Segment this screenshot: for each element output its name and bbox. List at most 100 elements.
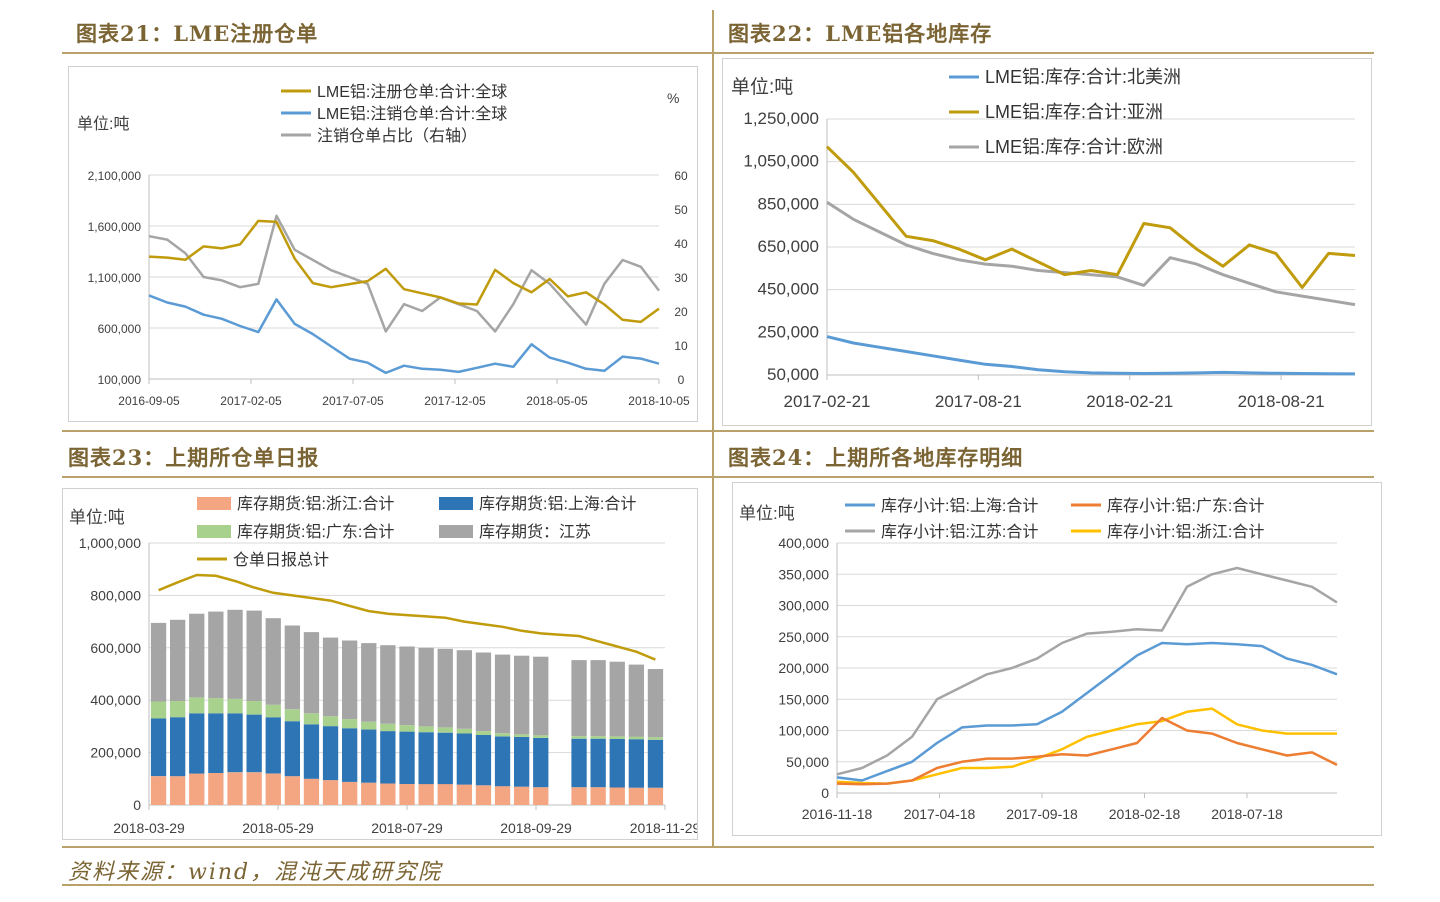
bar-shanghai [246,714,262,773]
y-tick-label: 1,100,000 [88,271,142,285]
y-tick-label: 400,000 [90,692,141,708]
bar-guangdong [418,726,434,733]
y-tick-label: 400,000 [778,535,829,551]
x-tick-label: 2017-08-21 [935,392,1022,411]
bar-zhejiang [342,781,358,805]
bar-jiangsu [475,652,492,732]
bar-guangdong [208,698,224,714]
bar-guangdong [475,731,492,735]
bar-zhejiang [437,784,453,805]
bar-shanghai [399,731,415,784]
bar-shanghai [418,732,434,785]
divider-footer [62,884,1374,886]
bar-jiangsu [456,650,472,729]
y-tick-label: 650,000 [758,237,819,256]
bar-guangdong [494,733,511,737]
bar-jiangsu [647,669,664,738]
bar-shanghai [265,717,281,774]
bar-zhejiang [361,782,377,805]
x-tick-label: 2018-08-21 [1238,392,1325,411]
bar-shanghai [342,728,358,782]
bar-zhejiang [628,787,644,805]
bar-guangdong [170,701,186,718]
bar-jiangsu [322,637,339,717]
bar-shanghai [361,729,377,783]
bar-guangdong [246,701,262,715]
bar-zhejiang [647,787,664,805]
y-tick-label: 100,000 [98,373,142,387]
bar-jiangsu [189,613,205,698]
bar-zhejiang [571,787,587,805]
y-tick-label: 2,100,000 [88,169,142,183]
y-axis-unit: 单位:吨 [77,115,129,133]
bar-jiangsu [150,622,167,702]
series-line-0 [148,219,660,324]
bar-zhejiang [418,784,434,805]
y-tick-label: 1,600,000 [88,220,142,234]
bar-jiangsu [227,609,243,699]
chart-frame-2: 50,000 250,000 450,000 650,000 850,000 1,050,… [722,58,1372,426]
y2-tick-label: 20 [674,305,688,319]
y-axis-unit: 单位:吨 [739,504,795,523]
x-tick-label: 2018-07-29 [371,820,443,836]
y-tick-label: 100,000 [778,723,829,739]
y2-tick-label: 40 [674,237,688,251]
y-tick-label: 1,050,000 [743,152,819,171]
divider-bottom [62,846,1374,848]
panel-title-4: 图表24：上期所各地库存明细 [728,445,1024,470]
bar-zhejiang [399,784,415,805]
series-line-2 [836,566,1338,776]
y-tick-label: 0 [133,797,141,813]
legend-label: 仓单日报总计 [233,551,329,569]
bar-jiangsu [246,610,262,701]
legend-label: LME铝:库存:合计:亚洲 [985,102,1163,122]
chart-frame-1: 100,000 600,000 1,100,000 1,600,000 2,100,00… [68,66,698,422]
bar-guangdong [189,697,205,714]
legend-label: 库存小计:铝:江苏:合计 [881,523,1038,541]
series-line-2 [148,214,660,333]
x-tick-label: 2018-03-29 [113,820,185,836]
y-tick-label: 250,000 [778,629,829,645]
x-tick-label: 2018-09-29 [500,820,572,836]
bar-jiangsu [284,625,300,710]
bar-guangdong [284,709,300,722]
divider-lower [62,476,1374,478]
bar-guangdong [609,736,625,739]
legend-swatch [197,497,231,510]
legend-label: 库存期货:铝:广东:合计 [237,523,394,541]
y-tick-label: 0 [821,785,829,801]
bar-zhejiang [590,787,606,805]
bar-zhejiang [208,773,224,805]
bar-jiangsu [170,619,186,701]
bar-zhejiang [533,787,549,805]
legend-swatch [197,525,231,538]
bar-jiangsu [494,654,511,734]
x-tick-label: 2016-09-05 [118,394,180,408]
y-axis-unit: 单位:吨 [731,76,793,98]
legend-label: LME铝:注销仓单:合计:全球 [317,105,507,123]
y-tick-label: 150,000 [778,691,829,707]
bar-guangdong [342,719,358,729]
bar-guangdong [361,721,377,730]
bar-zhejiang [609,787,625,805]
series-line-1 [148,294,660,375]
bar-shanghai [437,732,453,785]
bar-zhejiang [475,785,492,805]
total-warrant-line [158,573,656,661]
x-tick-label: 2017-09-18 [1006,806,1078,822]
legend-label: 库存小计:铝:上海:合计 [881,497,1038,515]
bar-shanghai [456,733,472,785]
bar-jiangsu [418,647,434,727]
legend-label: 库存小计:铝:广东:合计 [1107,497,1264,515]
bar-guangdong [437,727,453,733]
y-tick-label: 250,000 [758,322,819,341]
bar-shanghai [571,738,587,788]
bar-jiangsu [208,611,224,699]
panel-title-2: 图表22：LME铝各地库存 [728,21,993,46]
bar-jiangsu [361,643,377,722]
y-tick-label: 1,250,000 [743,109,819,128]
bar-jiangsu [437,648,453,728]
bar-zhejiang [150,776,167,805]
bar-zhejiang [227,772,243,806]
bar-zhejiang [322,780,339,805]
